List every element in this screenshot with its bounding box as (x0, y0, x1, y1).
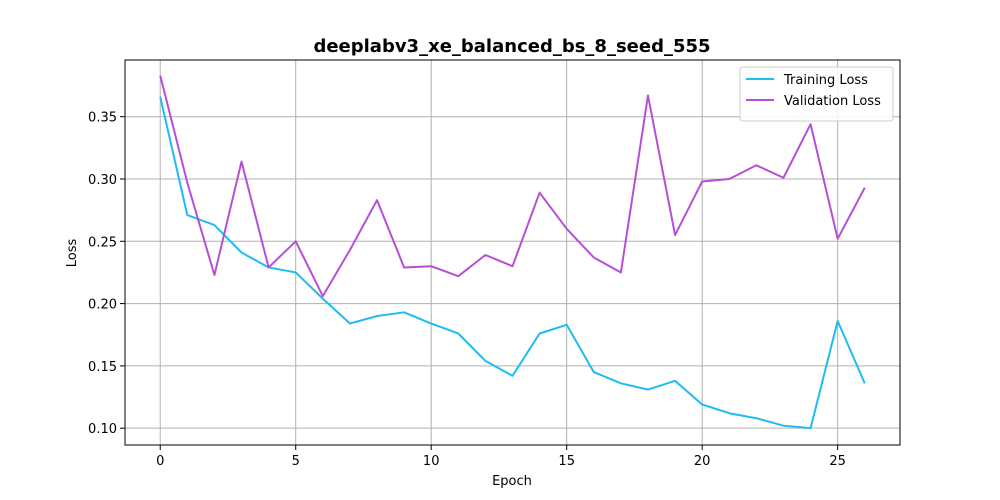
y-tick-label: 0.20 (88, 298, 117, 313)
legend: Training Loss Validation Loss (739, 66, 894, 122)
legend-label: Training Loss (783, 73, 868, 88)
chart-title: deeplabv3_xe_balanced_bs_8_seed_555 (313, 36, 710, 57)
y-tick-label: 0.10 (88, 422, 117, 437)
x-tick-label: 5 (292, 454, 300, 469)
y-tick-label: 0.15 (88, 360, 117, 375)
plot-frame (124, 59, 901, 446)
series-line-validation-loss (159, 75, 866, 298)
y-tick-label: 0.35 (88, 111, 117, 126)
x-axis-label: Epoch (492, 474, 532, 489)
legend-box (739, 66, 894, 122)
grid (125, 60, 900, 445)
x-tick-label: 0 (156, 454, 164, 469)
axis-ticks: 0 5 10 15 20 25 0.10 0.15 0.20 0.25 0.30 0.35 (88, 111, 846, 469)
y-tick-label: 0.25 (88, 235, 117, 250)
x-tick-label: 15 (558, 454, 575, 469)
series-lines (159, 75, 866, 430)
y-axis-label: Loss (65, 239, 80, 268)
x-tick-label: 20 (694, 454, 711, 469)
series-line-training-loss (159, 96, 866, 430)
x-tick-label: 10 (423, 454, 440, 469)
x-tick-label: 25 (829, 454, 846, 469)
y-tick-label: 0.30 (88, 173, 117, 188)
legend-label: Validation Loss (784, 94, 881, 109)
